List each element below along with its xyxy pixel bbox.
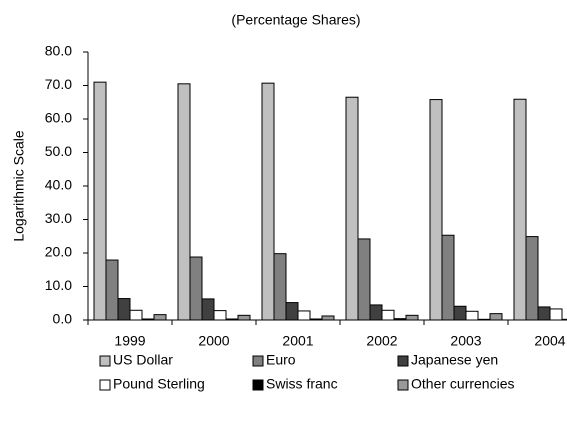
bar xyxy=(345,96,359,321)
legend-swatch xyxy=(397,355,409,367)
bar xyxy=(117,298,131,321)
bar xyxy=(153,314,167,321)
legend-label: Euro xyxy=(266,352,296,368)
x-tick-label: 2004 xyxy=(534,333,565,349)
bar xyxy=(201,298,215,321)
bar xyxy=(357,238,371,321)
legend-swatch xyxy=(252,379,264,391)
bar xyxy=(189,256,203,321)
y-tick-label: 50.0 xyxy=(45,143,72,159)
bar xyxy=(261,82,275,321)
y-tick-label: 30.0 xyxy=(45,210,72,226)
bar xyxy=(429,99,443,321)
bar xyxy=(537,306,551,321)
y-axis-label: Logarithmic Scale xyxy=(11,130,27,241)
x-tick-label: 1999 xyxy=(114,333,145,349)
y-tick-label: 40.0 xyxy=(45,177,72,193)
bar xyxy=(285,302,299,321)
bar xyxy=(237,314,251,321)
legend-label: Other currencies xyxy=(411,376,514,392)
bar xyxy=(369,304,383,321)
y-tick-label: 10.0 xyxy=(45,277,72,293)
bar xyxy=(177,83,191,321)
y-tick-label: 60.0 xyxy=(45,110,72,126)
bar xyxy=(405,314,419,321)
bar xyxy=(489,313,503,321)
bar xyxy=(297,310,311,321)
legend-swatch xyxy=(99,355,111,367)
legend-label: US Dollar xyxy=(113,352,173,368)
legend-label: Swiss franc xyxy=(266,376,338,392)
x-tick-label: 2000 xyxy=(198,333,229,349)
bar xyxy=(381,309,395,321)
x-tick-label: 2001 xyxy=(282,333,313,349)
bar xyxy=(273,253,287,321)
bar xyxy=(549,308,563,321)
y-tick-label: 20.0 xyxy=(45,244,72,260)
bar xyxy=(453,305,467,321)
bar xyxy=(93,81,107,321)
legend-swatch xyxy=(99,379,111,391)
legend-swatch xyxy=(252,355,264,367)
bar xyxy=(129,309,143,321)
x-tick-label: 2002 xyxy=(366,333,397,349)
y-tick-label: 70.0 xyxy=(45,76,72,92)
bar xyxy=(465,310,479,321)
y-tick-label: 80.0 xyxy=(45,43,72,59)
bar xyxy=(525,236,539,321)
x-tick-label: 2003 xyxy=(450,333,481,349)
chart-subtitle: (Percentage Shares) xyxy=(231,12,360,28)
bar xyxy=(441,234,455,321)
bar xyxy=(105,259,119,321)
legend-label: Japanese yen xyxy=(411,352,498,368)
y-tick-label: 0.0 xyxy=(53,311,73,327)
bar xyxy=(213,310,227,321)
legend-swatch xyxy=(397,379,409,391)
bar xyxy=(513,98,527,321)
bar xyxy=(321,315,335,321)
legend-label: Pound Sterling xyxy=(113,376,205,392)
